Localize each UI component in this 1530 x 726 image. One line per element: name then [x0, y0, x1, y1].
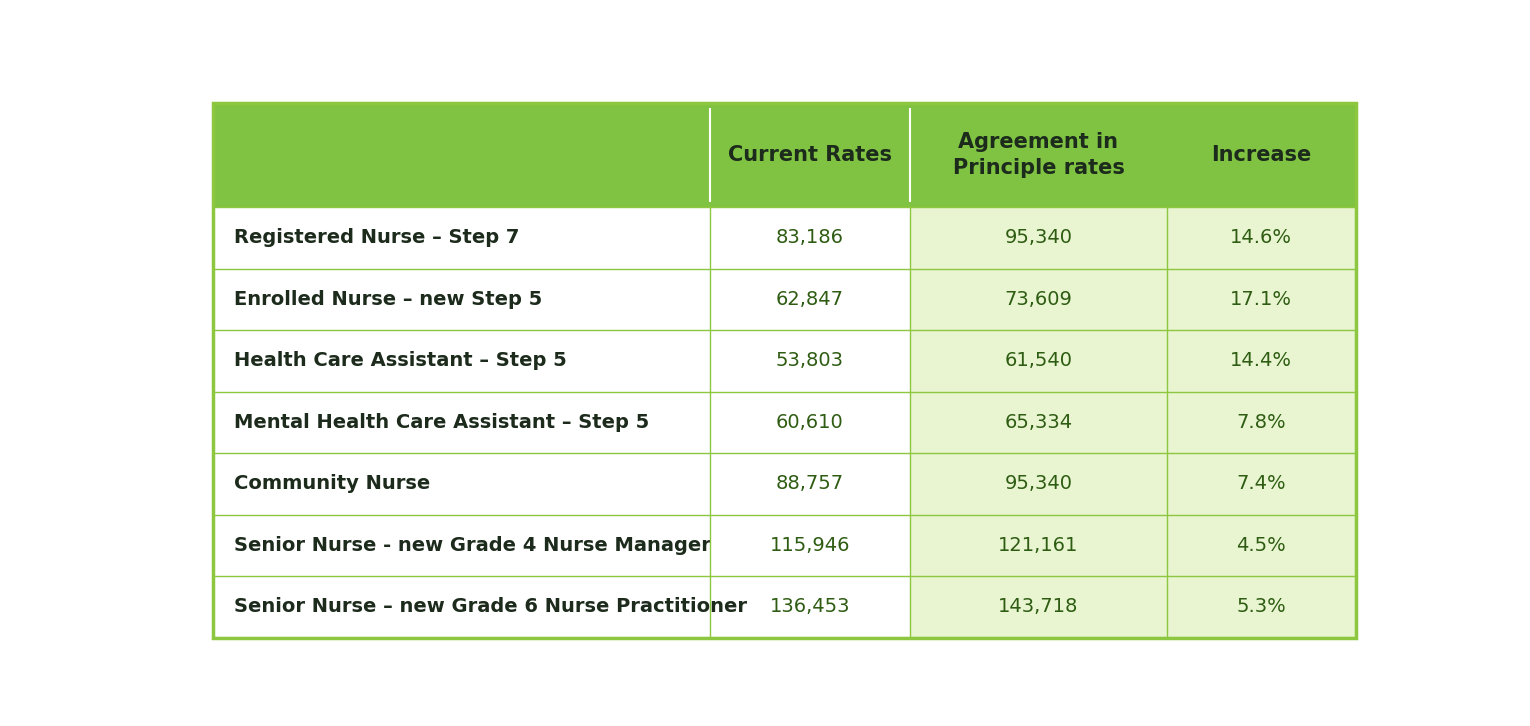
Text: 83,186: 83,186: [776, 229, 845, 248]
Text: 7.8%: 7.8%: [1236, 413, 1287, 432]
Bar: [213, 453, 710, 515]
Text: 115,946: 115,946: [770, 536, 851, 555]
Bar: [710, 269, 910, 330]
Text: 14.4%: 14.4%: [1230, 351, 1293, 370]
Text: 61,540: 61,540: [1005, 351, 1073, 370]
Bar: [710, 207, 910, 269]
Text: Community Nurse: Community Nurse: [234, 475, 430, 494]
Bar: [910, 515, 1167, 576]
Text: 4.5%: 4.5%: [1236, 536, 1287, 555]
Text: 95,340: 95,340: [1005, 475, 1073, 494]
Text: Senior Nurse - new Grade 4 Nurse Manager: Senior Nurse - new Grade 4 Nurse Manager: [234, 536, 711, 555]
Text: 17.1%: 17.1%: [1230, 290, 1293, 309]
Bar: [910, 453, 1167, 515]
Text: Enrolled Nurse – new Step 5: Enrolled Nurse – new Step 5: [234, 290, 542, 309]
Text: 136,453: 136,453: [770, 597, 851, 616]
Bar: [710, 515, 910, 576]
Bar: [910, 391, 1167, 453]
Text: Registered Nurse – Step 7: Registered Nurse – Step 7: [234, 229, 519, 248]
Text: Health Care Assistant – Step 5: Health Care Assistant – Step 5: [234, 351, 566, 370]
Bar: [910, 330, 1167, 391]
Text: 73,609: 73,609: [1005, 290, 1073, 309]
Bar: [213, 391, 710, 453]
Text: 88,757: 88,757: [776, 475, 845, 494]
Bar: [213, 576, 710, 637]
Bar: [710, 330, 910, 391]
Bar: [1167, 391, 1356, 453]
Bar: [1167, 515, 1356, 576]
Bar: [1167, 330, 1356, 391]
Bar: [1167, 576, 1356, 637]
Text: 95,340: 95,340: [1005, 229, 1073, 248]
Bar: [213, 515, 710, 576]
Bar: [213, 103, 1356, 207]
Bar: [1167, 269, 1356, 330]
Bar: [710, 453, 910, 515]
Text: Increase: Increase: [1212, 145, 1311, 165]
Bar: [710, 576, 910, 637]
Text: 53,803: 53,803: [776, 351, 845, 370]
Bar: [910, 576, 1167, 637]
Bar: [1167, 453, 1356, 515]
Text: 14.6%: 14.6%: [1230, 229, 1293, 248]
Bar: [710, 391, 910, 453]
Text: Agreement in
Principle rates: Agreement in Principle rates: [953, 131, 1125, 178]
Bar: [213, 330, 710, 391]
Bar: [213, 207, 710, 269]
Bar: [910, 269, 1167, 330]
Bar: [213, 269, 710, 330]
Text: 143,718: 143,718: [998, 597, 1079, 616]
Text: 65,334: 65,334: [1004, 413, 1073, 432]
Bar: [1167, 207, 1356, 269]
Text: 60,610: 60,610: [776, 413, 843, 432]
Text: 62,847: 62,847: [776, 290, 845, 309]
Text: Senior Nurse – new Grade 6 Nurse Practitioner: Senior Nurse – new Grade 6 Nurse Practit…: [234, 597, 747, 616]
Text: 7.4%: 7.4%: [1236, 475, 1287, 494]
Text: Current Rates: Current Rates: [728, 145, 892, 165]
Text: 5.3%: 5.3%: [1236, 597, 1287, 616]
Bar: [910, 207, 1167, 269]
Text: 121,161: 121,161: [998, 536, 1079, 555]
Text: Mental Health Care Assistant – Step 5: Mental Health Care Assistant – Step 5: [234, 413, 649, 432]
